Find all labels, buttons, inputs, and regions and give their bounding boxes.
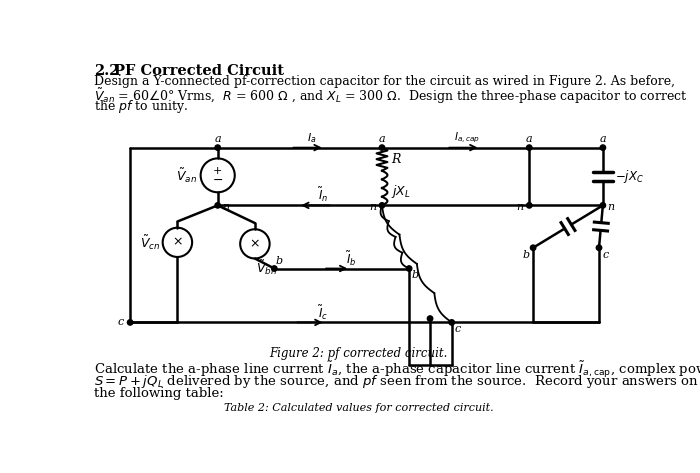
Text: $\tilde{I}_b$: $\tilde{I}_b$ bbox=[346, 250, 357, 269]
Circle shape bbox=[531, 245, 536, 250]
Circle shape bbox=[526, 145, 532, 150]
Text: $\tilde{V}_{an}$ = 60$\angle$0° Vrms,  $R$ = 600 $\Omega$ , and $X_L$ = 300 $\Om: $\tilde{V}_{an}$ = 60$\angle$0° Vrms, $R… bbox=[94, 87, 687, 106]
Text: $\tilde{V}_{bn}$: $\tilde{V}_{bn}$ bbox=[256, 258, 278, 277]
Text: $-jX_C$: $-jX_C$ bbox=[615, 167, 644, 184]
Text: Design a Y-connected pf-correction capacitor for the circuit as wired in Figure : Design a Y-connected pf-correction capac… bbox=[94, 75, 675, 88]
Circle shape bbox=[600, 145, 606, 150]
Text: −: − bbox=[213, 174, 223, 187]
Text: a: a bbox=[526, 134, 533, 144]
Text: b: b bbox=[276, 256, 283, 266]
Text: c: c bbox=[602, 250, 608, 261]
Text: $\tilde{I}_c$: $\tilde{I}_c$ bbox=[318, 304, 328, 323]
Text: Calculate the a-phase line current $\tilde{I}_a$, the a-phase capacitor line cur: Calculate the a-phase line current $\til… bbox=[94, 359, 700, 380]
Text: n: n bbox=[223, 202, 230, 212]
Text: c: c bbox=[118, 317, 124, 327]
Text: Table 2: Calculated values for corrected circuit.: Table 2: Calculated values for corrected… bbox=[224, 403, 493, 413]
Text: 2.2: 2.2 bbox=[94, 64, 119, 78]
Text: the $pf$ to unity.: the $pf$ to unity. bbox=[94, 98, 188, 115]
Text: b: b bbox=[412, 271, 419, 280]
Text: n: n bbox=[517, 202, 524, 212]
Text: $\tilde{V}_{cn}$: $\tilde{V}_{cn}$ bbox=[140, 233, 160, 252]
Circle shape bbox=[215, 202, 220, 208]
Circle shape bbox=[407, 266, 412, 271]
Text: n: n bbox=[370, 202, 377, 212]
Circle shape bbox=[215, 145, 220, 150]
Text: ×: × bbox=[250, 237, 260, 250]
Circle shape bbox=[272, 266, 277, 271]
Circle shape bbox=[379, 202, 385, 208]
Circle shape bbox=[379, 145, 385, 150]
Circle shape bbox=[596, 245, 602, 250]
Text: ×: × bbox=[172, 236, 183, 249]
Text: PF Corrected Circuit: PF Corrected Circuit bbox=[114, 64, 284, 78]
Circle shape bbox=[600, 202, 606, 208]
Text: $I_{a,cap}$: $I_{a,cap}$ bbox=[454, 131, 480, 145]
Circle shape bbox=[526, 202, 532, 208]
Text: the following table:: the following table: bbox=[94, 387, 223, 400]
Text: Figure 2: pf corrected circuit.: Figure 2: pf corrected circuit. bbox=[270, 347, 448, 360]
Text: R: R bbox=[391, 153, 400, 166]
Text: c: c bbox=[454, 324, 461, 334]
Circle shape bbox=[449, 320, 454, 325]
Text: a: a bbox=[214, 134, 221, 144]
Text: b: b bbox=[522, 250, 529, 261]
Text: $I_a$: $I_a$ bbox=[307, 131, 316, 145]
Text: n: n bbox=[607, 202, 614, 212]
Text: a: a bbox=[379, 134, 385, 144]
Text: $\tilde{V}_{an}$: $\tilde{V}_{an}$ bbox=[176, 166, 197, 184]
Circle shape bbox=[427, 316, 433, 321]
Circle shape bbox=[127, 320, 133, 325]
Text: $\tilde{I}_n$: $\tilde{I}_n$ bbox=[318, 185, 328, 204]
Text: a: a bbox=[600, 134, 606, 144]
Text: +: + bbox=[213, 166, 223, 176]
Text: $S = P + jQ_L$ delivered by the source, and $pf$ seen from the source.  Record y: $S = P + jQ_L$ delivered by the source, … bbox=[94, 373, 699, 390]
Text: $jX_L$: $jX_L$ bbox=[391, 183, 411, 200]
